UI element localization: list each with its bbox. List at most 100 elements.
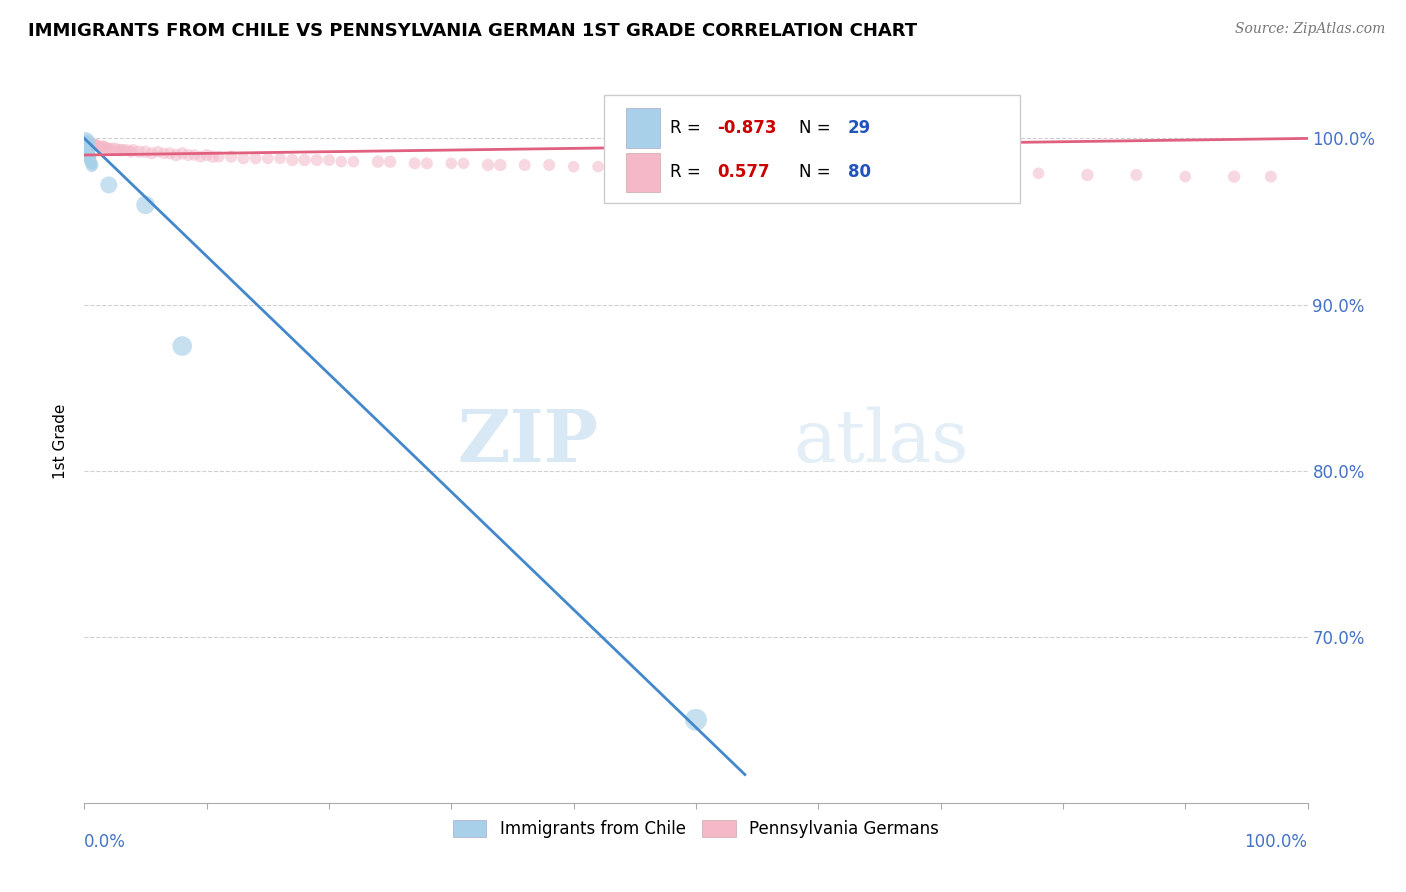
Point (76, 141, 98, 155)
Point (1260, 169, 1282, 184)
Point (76, 135, 98, 149)
Point (120, 145, 142, 159)
Point (172, 339, 194, 353)
Point (165, 148, 187, 162)
Point (612, 160, 634, 174)
Point (77, 150, 100, 164)
Point (84, 138, 107, 153)
Point (82, 158, 104, 172)
Point (107, 143, 129, 157)
Point (86, 138, 108, 153)
Point (80, 136, 103, 151)
Point (75, 138, 97, 153)
Point (79, 136, 101, 151)
Text: IMMIGRANTS FROM CHILE VS PENNSYLVANIA GERMAN 1ST GRADE CORRELATION CHART: IMMIGRANTS FROM CHILE VS PENNSYLVANIA GE… (28, 22, 917, 40)
Point (135, 145, 157, 159)
Point (96, 141, 118, 155)
Point (342, 154, 364, 169)
Point (135, 198, 157, 212)
Point (1125, 168, 1147, 182)
Point (758, 163, 780, 178)
Text: -0.873: -0.873 (717, 120, 776, 137)
Point (79, 156, 101, 170)
Point (91, 139, 114, 153)
Point (453, 156, 475, 170)
Point (661, 161, 683, 176)
Point (97, 178, 120, 192)
Point (77, 148, 100, 162)
Legend: Immigrants from Chile, Pennsylvania Germans: Immigrants from Chile, Pennsylvania Germ… (446, 814, 946, 845)
Point (281, 153, 304, 167)
Point (232, 152, 254, 166)
Text: Source: ZipAtlas.com: Source: ZipAtlas.com (1234, 22, 1385, 37)
Point (75, 139, 97, 153)
Point (77, 152, 100, 166)
Point (104, 141, 127, 155)
Point (79, 154, 101, 169)
Point (93, 139, 115, 153)
Point (929, 164, 952, 178)
Point (636, 160, 658, 174)
Point (201, 150, 224, 164)
Point (380, 154, 402, 169)
Point (1174, 169, 1197, 184)
Point (77, 135, 100, 149)
Point (538, 158, 561, 172)
Point (76, 143, 98, 157)
Text: R =: R = (671, 163, 711, 181)
Point (89, 139, 111, 153)
Point (77, 136, 100, 151)
Point (880, 164, 903, 178)
Point (146, 145, 169, 159)
Point (562, 160, 585, 174)
Point (245, 152, 267, 166)
Point (76, 141, 98, 155)
Point (82, 138, 104, 153)
Point (1076, 168, 1098, 182)
Text: 29: 29 (848, 120, 870, 137)
Point (489, 158, 512, 172)
Point (76, 143, 98, 157)
Point (1028, 166, 1050, 180)
Point (979, 166, 1001, 180)
Point (269, 152, 291, 166)
Point (76, 145, 98, 159)
Point (77, 146, 100, 161)
Point (75, 136, 97, 151)
Point (734, 161, 756, 176)
Point (76, 143, 98, 157)
Text: 0.0%: 0.0% (84, 833, 127, 851)
FancyBboxPatch shape (626, 153, 661, 193)
Point (783, 163, 806, 178)
Point (100, 141, 122, 155)
Point (190, 150, 212, 164)
Point (183, 148, 205, 162)
Point (77, 146, 100, 161)
Point (330, 154, 353, 169)
FancyBboxPatch shape (605, 95, 1021, 203)
Point (83, 138, 105, 153)
Point (416, 156, 439, 170)
Point (477, 158, 499, 172)
Point (80, 156, 103, 170)
Text: atlas: atlas (794, 406, 969, 477)
Point (685, 161, 707, 176)
Point (318, 153, 340, 167)
Text: 0.577: 0.577 (717, 163, 769, 181)
Point (685, 713, 707, 727)
Point (586, 160, 609, 174)
Point (294, 153, 316, 167)
Point (110, 143, 132, 157)
Point (404, 156, 426, 170)
Text: 100.0%: 100.0% (1244, 833, 1308, 851)
Point (513, 158, 536, 172)
Point (75, 135, 97, 149)
Point (709, 161, 731, 176)
Point (80, 160, 103, 174)
Point (75, 138, 97, 153)
Point (831, 163, 853, 178)
Point (141, 146, 163, 161)
Point (97, 141, 120, 155)
FancyBboxPatch shape (626, 109, 661, 148)
Point (87, 139, 110, 153)
